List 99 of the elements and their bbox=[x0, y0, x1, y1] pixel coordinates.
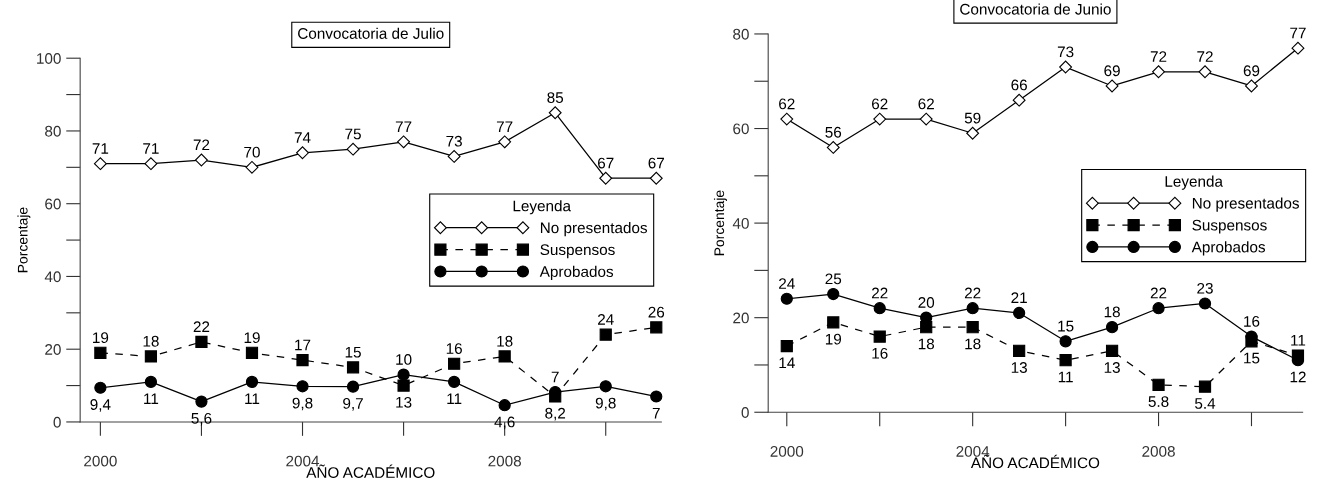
y-tick-label: 80 bbox=[45, 125, 61, 137]
y-axis-title: Porcentaje bbox=[713, 190, 727, 256]
data-label: 67 bbox=[648, 157, 664, 169]
legend-title: Leyenda bbox=[513, 200, 572, 215]
x-tick-label: 2000 bbox=[770, 445, 804, 457]
data-label: 73 bbox=[446, 135, 462, 147]
data-label: 15 bbox=[345, 346, 361, 358]
data-label: 75 bbox=[345, 128, 361, 140]
data-label: 71 bbox=[143, 143, 159, 154]
data-label: 15 bbox=[1058, 320, 1074, 332]
data-label: 18 bbox=[1104, 306, 1120, 318]
data-label: 20 bbox=[918, 297, 935, 308]
data-label: 26 bbox=[648, 306, 665, 318]
chart-title: Convocatoria de Junio bbox=[960, 3, 1111, 15]
data-label: 19 bbox=[93, 332, 109, 344]
legend-title: Leyenda bbox=[1165, 175, 1223, 190]
chart-title: Convocatoria de Julio bbox=[298, 27, 444, 39]
data-label: 69 bbox=[1104, 65, 1120, 77]
data-label: 66 bbox=[1011, 79, 1027, 91]
data-label: 12 bbox=[1290, 371, 1306, 383]
data-label: 62 bbox=[918, 98, 934, 110]
data-label: 18 bbox=[918, 338, 935, 350]
data-label: 11 bbox=[144, 393, 159, 404]
data-label: 8,2 bbox=[545, 407, 566, 421]
legend-label: No presentados bbox=[1192, 197, 1299, 212]
data-label: 21 bbox=[1011, 292, 1027, 304]
data-label: 70 bbox=[244, 146, 260, 158]
y-tick-label: 40 bbox=[732, 217, 749, 229]
y-tick-label: 60 bbox=[45, 198, 61, 210]
data-label: 59 bbox=[964, 112, 981, 124]
data-label: 77 bbox=[1290, 27, 1306, 39]
data-label: 9,7 bbox=[343, 398, 363, 411]
data-label: 19 bbox=[825, 333, 842, 345]
data-label: 10 bbox=[396, 354, 412, 365]
data-label: 67 bbox=[598, 157, 614, 169]
x-tick-label: 2008 bbox=[488, 455, 521, 467]
data-label: 11 bbox=[1058, 371, 1073, 383]
legend-label: Suspensos bbox=[540, 244, 615, 259]
data-label: 85 bbox=[547, 92, 564, 103]
data-label: 14 bbox=[779, 357, 795, 369]
data-label: 18 bbox=[143, 335, 159, 347]
data-label: 9,8 bbox=[292, 397, 313, 411]
data-label: 11 bbox=[1291, 335, 1306, 346]
legend-label: No presentados bbox=[540, 222, 648, 237]
data-label: 69 bbox=[1243, 65, 1260, 77]
data-label: 77 bbox=[395, 121, 412, 132]
data-label: 72 bbox=[1150, 51, 1167, 62]
data-label: 16 bbox=[872, 347, 888, 359]
y-tick-label: 0 bbox=[741, 407, 749, 418]
legend-label: Aprobados bbox=[539, 265, 614, 281]
data-label: 9,8 bbox=[595, 397, 616, 411]
data-label: 72 bbox=[1197, 51, 1213, 62]
data-label: 22 bbox=[872, 287, 888, 299]
data-label: 7 bbox=[551, 371, 559, 383]
data-label: 73 bbox=[1057, 46, 1074, 58]
data-label: 25 bbox=[825, 273, 842, 285]
data-label: 18 bbox=[965, 338, 981, 350]
data-label: 74 bbox=[294, 132, 311, 143]
data-label: 13 bbox=[1104, 362, 1120, 373]
y-tick-label: 40 bbox=[44, 271, 61, 283]
x-tick-label: 2000 bbox=[84, 455, 117, 467]
data-label: 15 bbox=[1244, 352, 1260, 364]
y-tick-label: 100 bbox=[37, 53, 61, 64]
data-label: 24 bbox=[598, 314, 614, 325]
y-axis-title: Porcentaje bbox=[17, 207, 31, 273]
data-label: 13 bbox=[1011, 362, 1027, 373]
data-label: 13 bbox=[396, 396, 412, 408]
data-label: 11 bbox=[245, 393, 260, 404]
data-label: 72 bbox=[193, 139, 210, 151]
data-label: 62 bbox=[872, 98, 888, 110]
data-label: 24 bbox=[779, 278, 795, 289]
data-label: 7 bbox=[652, 407, 660, 419]
data-label: 11 bbox=[447, 393, 462, 404]
data-label: 22 bbox=[964, 287, 981, 299]
legend-label: Aprobados bbox=[1191, 241, 1266, 256]
data-label: 23 bbox=[1197, 282, 1213, 294]
data-label: 9,4 bbox=[90, 399, 111, 412]
data-label: 5.8 bbox=[1148, 396, 1169, 407]
data-label: 77 bbox=[496, 121, 513, 132]
data-label: 17 bbox=[295, 339, 311, 351]
y-tick-label: 20 bbox=[733, 312, 749, 324]
legend-label: Suspensos bbox=[1192, 219, 1267, 234]
x-tick-label: 2008 bbox=[1142, 445, 1175, 457]
y-tick-label: 20 bbox=[45, 344, 61, 355]
data-label: 16 bbox=[1244, 315, 1260, 327]
y-tick-label: 60 bbox=[733, 123, 749, 135]
y-tick-label: 0 bbox=[53, 416, 61, 428]
data-label: 22 bbox=[193, 321, 210, 332]
y-tick-label: 80 bbox=[733, 28, 749, 40]
data-label: 71 bbox=[92, 143, 109, 154]
data-label: 16 bbox=[446, 343, 462, 354]
data-label: 4,6 bbox=[494, 416, 515, 430]
data-label: 5.4 bbox=[1195, 398, 1216, 409]
data-label: 56 bbox=[825, 126, 842, 138]
data-label: 22 bbox=[1150, 287, 1167, 299]
data-label: 18 bbox=[497, 335, 513, 347]
data-label: 62 bbox=[779, 98, 795, 110]
data-label: 5,6 bbox=[191, 412, 212, 426]
data-label: 19 bbox=[244, 332, 260, 344]
